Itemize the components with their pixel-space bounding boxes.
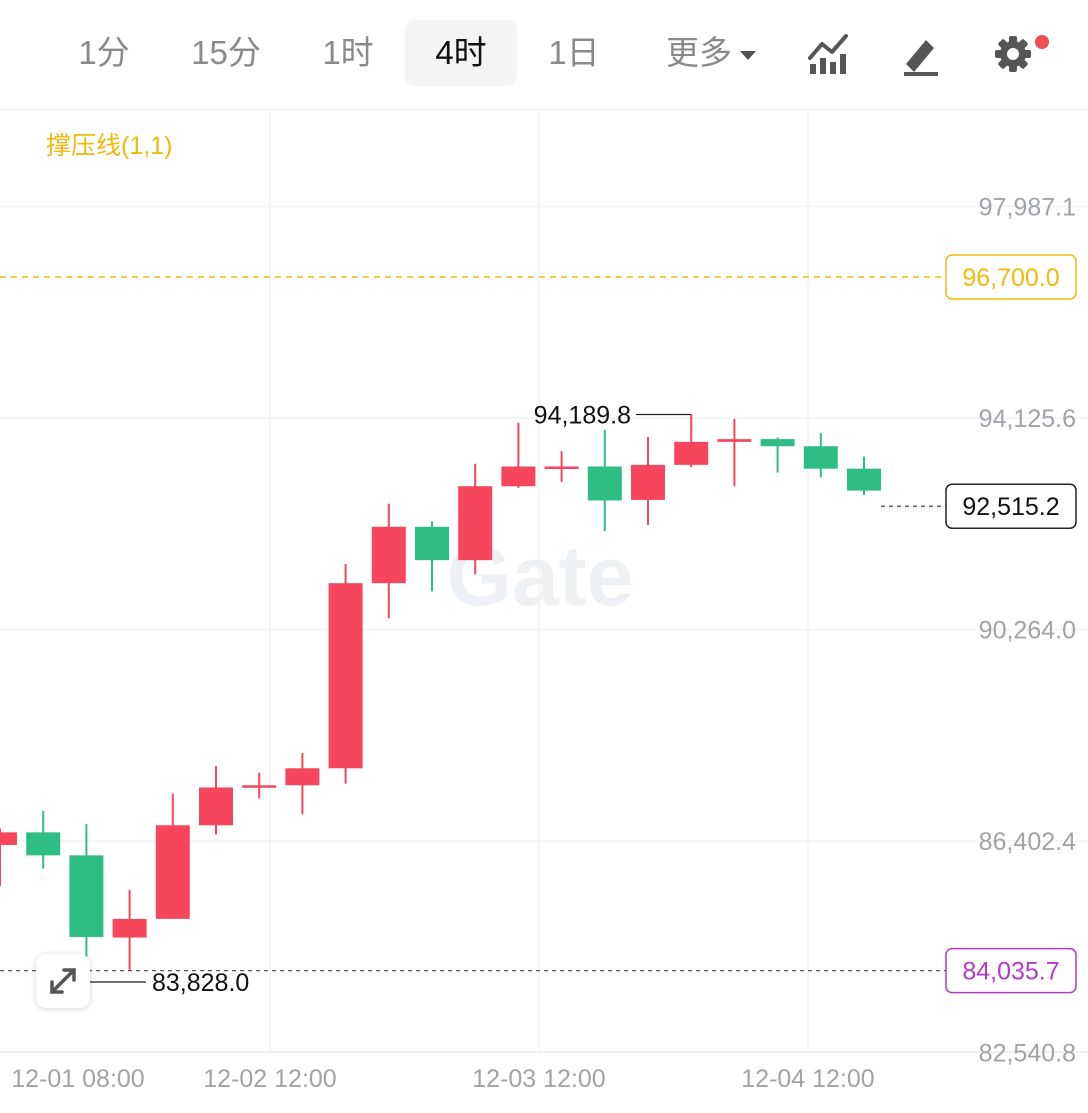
candlestick-chart[interactable]: Gate 撑压线(1,1) 97,987.1 94,125.6 90,264.0 86,4… (0, 110, 1088, 1108)
candle-body (26, 832, 61, 856)
x-tick-label: 12-03 12:00 (472, 1065, 605, 1093)
candle-body (674, 441, 709, 465)
support-price-label: 84,035.7 (962, 958, 1059, 986)
timeframe-toolbar: 1分 15分 1时 4时 1日 更多 (0, 0, 1088, 110)
timeframe-tab-1d[interactable]: 1日 (548, 34, 600, 71)
candle-body (717, 439, 752, 442)
candle-body (371, 526, 406, 584)
chevron-down-icon (740, 50, 756, 60)
candle-body (155, 825, 190, 919)
candle-body (112, 918, 147, 938)
timeframe-tab-15m[interactable]: 15分 (191, 34, 261, 71)
x-tick-label: 12-02 12:00 (203, 1065, 336, 1093)
y-tick-label: 97,987.1 (979, 194, 1076, 222)
candle-body (328, 583, 363, 769)
max-price-label: 94,189.8 (534, 401, 631, 429)
resistance-price-label: 96,700.0 (962, 264, 1059, 292)
y-tick-label: 82,540.8 (979, 1040, 1076, 1068)
candle-body (587, 466, 622, 501)
settings-notification-dot (1035, 35, 1049, 49)
min-price-label: 83,828.0 (152, 969, 249, 997)
candle-body (760, 439, 795, 447)
y-tick-label: 94,125.6 (979, 405, 1076, 433)
resistance-price-tag (945, 254, 1077, 300)
draw-pen-icon[interactable] (896, 28, 946, 78)
candle-body (415, 526, 449, 561)
indicator-icon[interactable] (804, 28, 854, 78)
candle-body (847, 468, 881, 491)
more-label: 更多 (666, 34, 732, 71)
timeframe-tab-4h[interactable]: 4时 (405, 20, 517, 86)
indicator-label: 撑压线(1,1) (46, 132, 172, 160)
expand-chart-button[interactable] (36, 954, 90, 1008)
candle-body (199, 787, 233, 826)
chart-canvas[interactable]: Gate撑压线(1,1)97,987.194,125.690,264.086,4… (0, 110, 1088, 1108)
candle-body (242, 785, 277, 788)
candle-body (544, 466, 579, 470)
candle-body (69, 855, 104, 937)
last-price-tag (945, 483, 1077, 529)
candle-body (0, 832, 17, 845)
candle-body (501, 466, 536, 487)
last-price-label: 92,515.2 (962, 493, 1059, 521)
support-price-tag (945, 947, 1077, 994)
candle-body (631, 464, 665, 500)
timeframe-tab-1m[interactable]: 1分 (78, 34, 130, 71)
more-timeframes-dropdown[interactable]: 更多 (648, 20, 774, 86)
settings-gear-icon[interactable] (990, 28, 1040, 78)
candle-body (803, 446, 838, 469)
y-tick-label: 86,402.4 (979, 828, 1076, 856)
candle-body (458, 486, 493, 561)
expand-arrows-icon (50, 968, 76, 994)
timeframe-tab-1h[interactable]: 1时 (322, 34, 374, 71)
x-tick-label: 12-01 08:00 (11, 1065, 144, 1093)
y-tick-label: 90,264.0 (979, 617, 1076, 645)
x-tick-label: 12-04 12:00 (741, 1065, 874, 1093)
candle-body (285, 768, 320, 786)
